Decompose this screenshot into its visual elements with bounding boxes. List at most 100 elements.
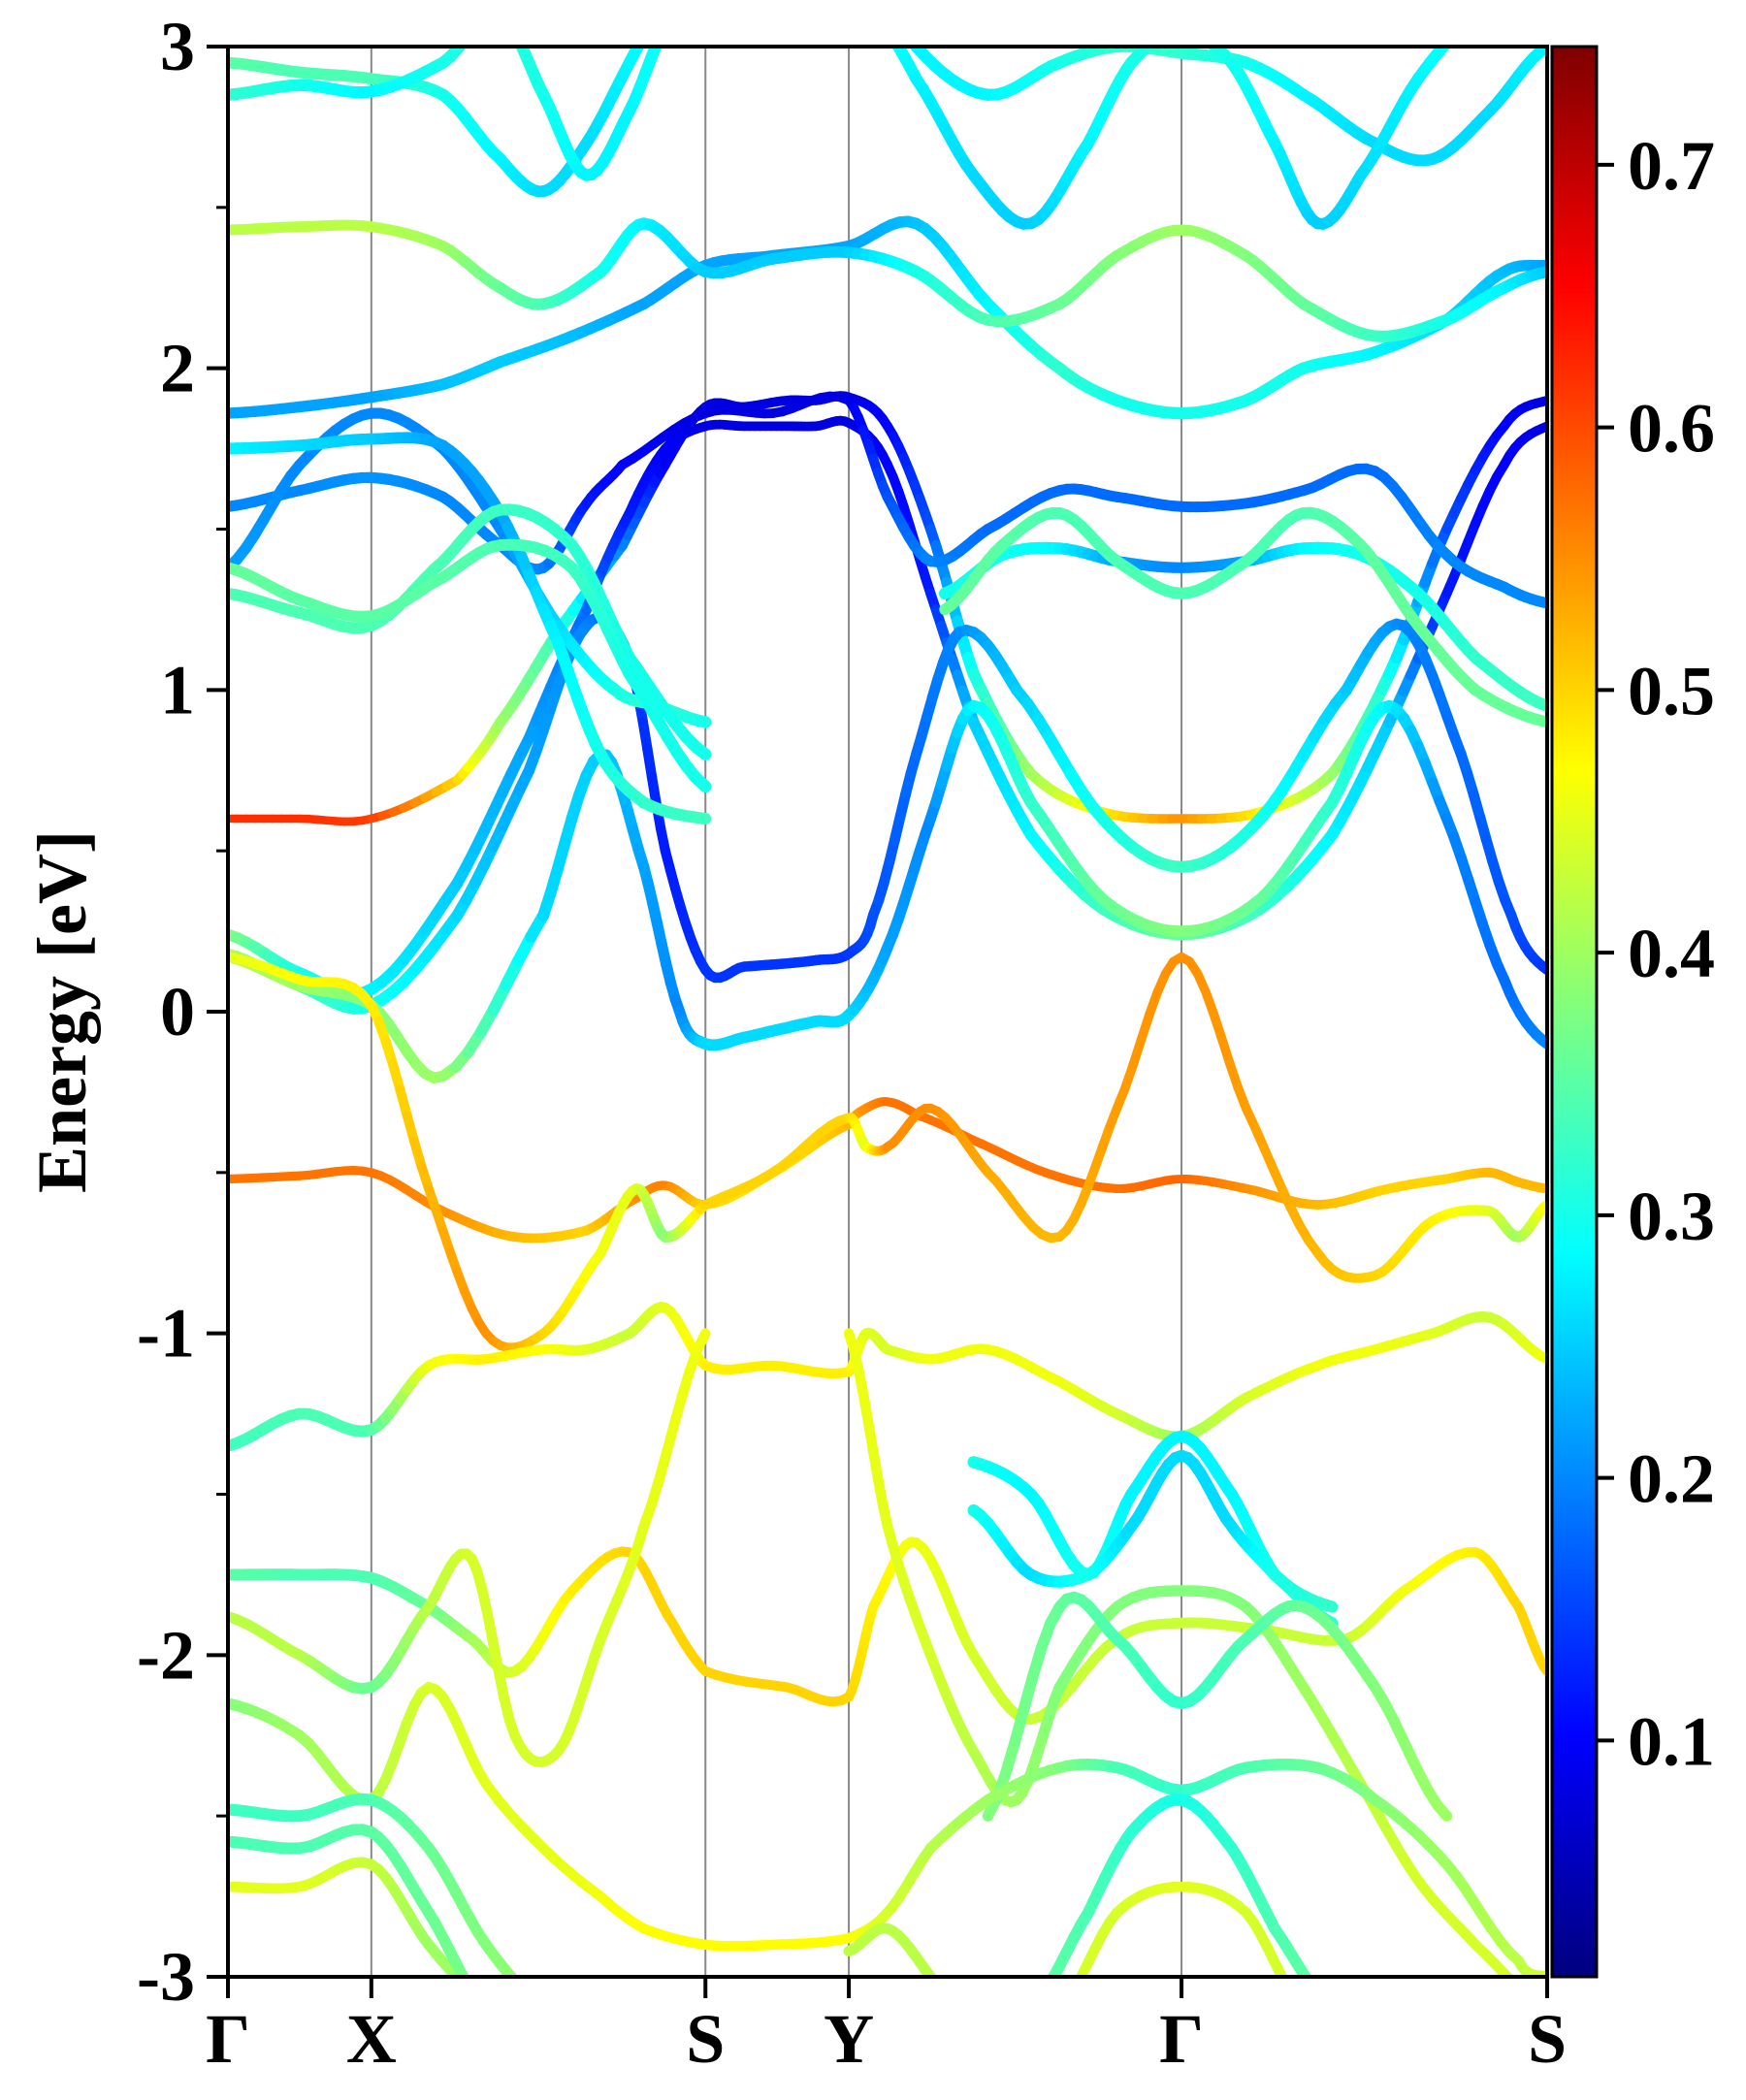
- y-tick-label: 0: [160, 973, 195, 1050]
- band-segment: [465, 1979, 471, 1990]
- band-segment: [1484, 3, 1493, 8]
- x-tick-label: S: [686, 2000, 725, 2078]
- band-segment: [1067, 1990, 1074, 2001]
- band-segment: [1200, 36, 1206, 40]
- band-segment: [1181, 30, 1187, 31]
- band-segment: [471, 1991, 478, 2001]
- band-segment: [501, 15, 506, 18]
- band-segment: [646, 21, 652, 32]
- band-segment: [572, 2027, 579, 2031]
- band-segment: [667, 15, 673, 22]
- colorbar-tick-label: 0.6: [1628, 390, 1715, 468]
- band-segment: [458, 1978, 465, 1986]
- x-tick-label: Γ: [1159, 2000, 1204, 2078]
- x-tick-label: Y: [824, 2000, 874, 2078]
- band-segment: [543, 2009, 550, 2015]
- band-segment: [1461, 20, 1468, 27]
- band-segment: [511, 25, 517, 35]
- band-segment: [1494, 0, 1503, 3]
- band-segment: [883, 0, 891, 5]
- band-segment: [1046, 1979, 1052, 1990]
- band-segment: [662, 22, 667, 33]
- y-tick-label: 3: [160, 8, 195, 85]
- band-segment: [695, 778, 705, 787]
- colorbar-tick-label: 0.2: [1628, 1440, 1715, 1518]
- band-segment: [1317, 1994, 1324, 2003]
- band-segment: [608, 2046, 615, 2051]
- colorbar-tick-label: 0.7: [1628, 127, 1715, 205]
- band-segment: [579, 2030, 586, 2033]
- y-tick-label: -1: [137, 1295, 195, 1373]
- band-segment: [899, 20, 908, 35]
- band-segment: [1194, 33, 1200, 36]
- band-segment: [1156, 36, 1162, 40]
- band-segment: [891, 5, 900, 20]
- band-segment: [1296, 2001, 1303, 2009]
- band-line: [228, 223, 1547, 337]
- band-segment: [1511, 1981, 1520, 1989]
- band-segment: [515, 1981, 522, 1988]
- band-segment: [963, 2029, 969, 2036]
- band-segment: [1188, 31, 1194, 33]
- band-segment: [1207, 40, 1212, 45]
- band-segment: [699, 721, 705, 722]
- band-segment: [1469, 15, 1475, 20]
- x-tick-label: S: [1528, 2000, 1567, 2078]
- band-segment: [529, 1996, 535, 2003]
- band-segment: [515, 2045, 522, 2053]
- band-segment: [1169, 31, 1175, 33]
- band-segment: [1059, 2001, 1066, 2009]
- y-tick-label: 2: [160, 330, 195, 407]
- band-line: [228, 1334, 705, 1762]
- band-segment: [1176, 30, 1181, 31]
- band-segment: [651, 12, 657, 22]
- colorbar: 0.10.20.30.40.50.60.7: [1552, 47, 1715, 1977]
- band-segment: [636, 2063, 643, 2067]
- band-segment: [1163, 33, 1169, 36]
- band-segment: [1520, 1989, 1529, 1997]
- band-segment: [486, 2009, 493, 2018]
- colorbar-tick-label: 0.1: [1628, 1702, 1715, 1780]
- bands: [228, 0, 1547, 2074]
- band-segment: [1038, 1991, 1045, 2001]
- band-segment: [947, 2003, 953, 2013]
- band-segment: [651, 2071, 658, 2074]
- band-segment: [493, 2018, 500, 2026]
- y-tick-label: 1: [160, 651, 195, 728]
- y-tick-label: -2: [137, 1616, 195, 1694]
- band-segment: [522, 1988, 529, 1996]
- band-line: [228, 1829, 486, 2009]
- band-segment: [471, 1993, 478, 2001]
- band-line: [228, 1307, 1547, 1445]
- band-segment: [522, 2053, 529, 2061]
- band-segment: [615, 2050, 622, 2054]
- band-segment: [479, 17, 486, 23]
- band-segment: [697, 1334, 705, 1349]
- band-line: [228, 221, 1547, 413]
- band-line: [228, 0, 1547, 191]
- band-segment: [657, 32, 663, 45]
- band-segment: [1289, 1990, 1296, 2001]
- band-segment: [640, 32, 646, 43]
- band-segment: [558, 2019, 565, 2023]
- band-line: [228, 706, 1547, 1078]
- band-segment: [889, 32, 895, 40]
- band-segment: [630, 2059, 636, 2064]
- band-segment: [471, 24, 478, 32]
- band-segment: [600, 2041, 607, 2045]
- band-segment: [486, 15, 493, 18]
- band-segment: [644, 2068, 651, 2071]
- band-segment: [565, 2023, 571, 2027]
- band-segment: [465, 1986, 471, 1993]
- band-segment: [1031, 2001, 1038, 2009]
- band-segment: [953, 2012, 958, 2020]
- band-segment: [529, 2062, 535, 2069]
- x-tick-label: X: [346, 2000, 397, 2078]
- band-segment: [536, 2068, 543, 2073]
- colorbar-tick-label: 0.5: [1628, 652, 1715, 729]
- band-segment: [697, 818, 705, 819]
- band-segment: [1438, 1806, 1446, 1817]
